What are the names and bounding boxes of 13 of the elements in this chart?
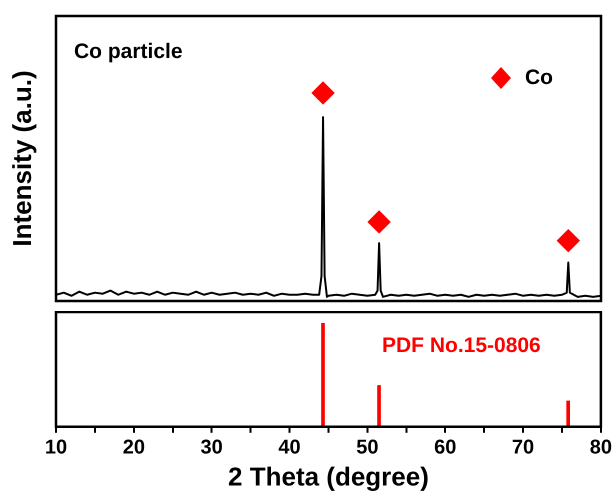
text: Co particle — [74, 40, 183, 63]
annotation: PDF No.15-0806 — [382, 334, 541, 357]
x-axis-title: 2 Theta (degree) — [228, 462, 429, 492]
x-tick-label: 40 — [278, 436, 301, 458]
y-axis-title: Intensity (a.u.) — [6, 70, 37, 247]
x-tick-label: 10 — [44, 436, 68, 458]
x-tick-label: 30 — [200, 436, 223, 458]
x-tick-label: 20 — [122, 436, 145, 458]
x-tick-label: 80 — [590, 436, 612, 458]
x-tick-label: 70 — [512, 436, 534, 458]
x-tick-label: 60 — [434, 436, 456, 458]
legend-label: Co — [525, 66, 553, 89]
x-tick-label: 50 — [356, 436, 378, 458]
